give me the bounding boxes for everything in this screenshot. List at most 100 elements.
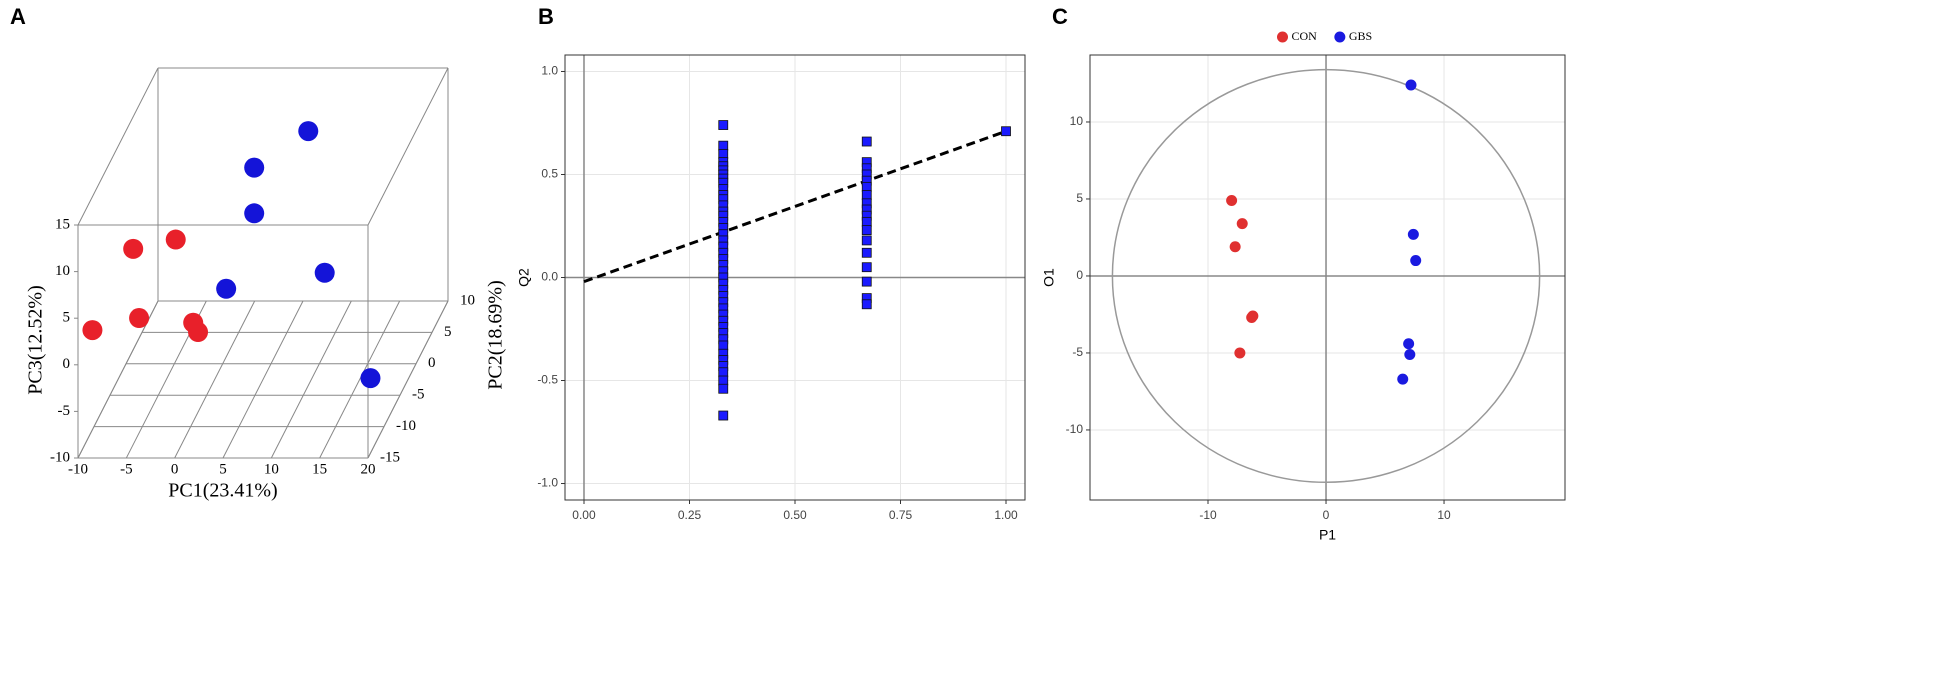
z-tick-label: 5	[63, 310, 71, 326]
point	[861, 181, 872, 192]
y-tick-label: 10	[1070, 114, 1084, 128]
point	[718, 367, 729, 378]
plot-background	[1090, 55, 1565, 500]
y-axis-label: O1	[1041, 268, 1057, 287]
x-tick-label: 0.50	[783, 508, 807, 522]
y-tick-label: 1.0	[541, 64, 558, 78]
y-tick-label: -10	[396, 418, 416, 434]
z-tick-label: -10	[50, 449, 70, 465]
panel-label: C	[1052, 4, 1068, 29]
box-edge	[77, 67, 159, 226]
point	[123, 238, 144, 259]
y-tick-label: 10	[460, 292, 475, 308]
y-axis-label: PC2(18.69%)	[485, 280, 507, 389]
grid-line	[319, 300, 401, 459]
y-tick-label: 5	[1076, 191, 1083, 205]
x-tick-label: 10	[1437, 508, 1451, 522]
point	[718, 375, 729, 386]
point	[861, 225, 872, 236]
x-tick-label: 0.00	[572, 508, 596, 522]
y-tick-label: -10	[1066, 422, 1084, 436]
point	[1246, 312, 1258, 324]
point	[718, 383, 729, 394]
point	[861, 299, 872, 310]
x-tick-label: -10	[68, 461, 88, 477]
point	[165, 229, 186, 250]
z-axis-label: PC3(12.52%)	[25, 285, 47, 394]
y-tick-label: 0.0	[541, 270, 558, 284]
point	[1404, 348, 1416, 360]
point	[244, 157, 265, 178]
point	[314, 262, 335, 283]
z-tick-label: 0	[63, 356, 71, 372]
point	[298, 121, 319, 142]
x-tick-label: -10	[1199, 508, 1217, 522]
grid-line	[174, 300, 256, 459]
box-edge	[367, 300, 449, 459]
x-tick-label: 20	[361, 461, 376, 477]
y-tick-label: -0.5	[537, 373, 558, 387]
point	[861, 262, 872, 273]
plot-border	[564, 54, 1026, 501]
x-tick-label: 15	[312, 461, 327, 477]
confidence-ellipse	[1111, 68, 1541, 484]
point	[1407, 228, 1419, 240]
point	[861, 190, 872, 200]
y-tick-label: 0	[1076, 268, 1083, 282]
point	[129, 308, 150, 329]
z-tick-label: -5	[58, 403, 71, 419]
point	[718, 340, 729, 351]
point	[1405, 79, 1417, 91]
point	[244, 203, 265, 224]
x-tick-label: 10	[264, 461, 279, 477]
grid-line	[222, 300, 304, 459]
x-tick-label: -5	[120, 461, 133, 477]
grid-line	[270, 300, 352, 459]
legend-marker	[1277, 31, 1288, 43]
x-tick-label: 5	[219, 461, 227, 477]
point	[360, 368, 381, 389]
point	[861, 276, 872, 287]
legend-marker	[1334, 31, 1346, 43]
point	[188, 322, 209, 343]
legend-label: GBS	[1349, 29, 1372, 43]
y-tick-label: 0.5	[541, 167, 558, 181]
y-tick-label: 0	[428, 355, 436, 371]
y-tick-label: -5	[1072, 345, 1083, 359]
point	[718, 148, 729, 159]
x-axis-label: PC1(23.41%)	[168, 480, 277, 502]
point	[1403, 338, 1415, 350]
point	[861, 235, 872, 246]
point	[216, 278, 237, 299]
z-tick-label: 15	[55, 216, 70, 232]
z-tick-label: 10	[55, 263, 70, 279]
x-tick-label: 0	[1323, 508, 1330, 522]
point	[1226, 195, 1238, 207]
y-tick-label: -5	[412, 387, 425, 403]
box-edge	[367, 67, 449, 226]
point	[1001, 126, 1011, 137]
panel-label: A	[10, 4, 26, 29]
point	[718, 120, 729, 130]
y-axis-label: Q2	[516, 268, 532, 287]
point	[1397, 373, 1409, 385]
legend-label: CON	[1292, 29, 1318, 43]
point	[1234, 347, 1246, 359]
point	[861, 216, 872, 227]
x-tick-label: 0.25	[678, 508, 702, 522]
box-edge	[77, 300, 159, 459]
panel-label: B	[538, 4, 554, 29]
y-tick-label: 5	[444, 324, 452, 340]
trend-line	[583, 129, 1007, 284]
point	[718, 140, 729, 151]
y-tick-label: -15	[380, 449, 400, 465]
x-axis-label: P1	[1319, 527, 1336, 543]
point	[861, 247, 872, 258]
x-tick-label: 0	[171, 461, 179, 477]
y-tick-label: -1.0	[537, 476, 558, 490]
point	[1410, 255, 1422, 267]
point	[861, 136, 872, 147]
point	[1229, 241, 1241, 253]
plot-border	[1089, 54, 1566, 501]
